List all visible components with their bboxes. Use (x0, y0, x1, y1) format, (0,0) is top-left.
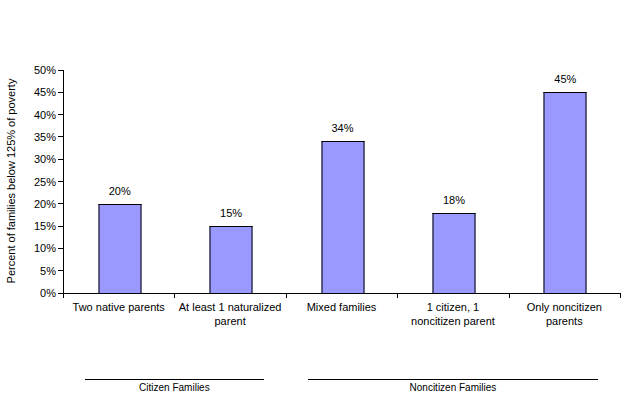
bars-container: 20% 15% 34% 18% 45% (64, 70, 621, 293)
bar-slot: 20% (64, 70, 175, 293)
bar-value-label: 15% (220, 207, 242, 219)
bar-5 (544, 92, 587, 293)
bar-value-label: 20% (109, 185, 131, 197)
group-bracket-line (308, 379, 598, 380)
plot-area: 0%5%10%15%20%25%30%35%40%45%50% 20%15%34… (63, 70, 621, 294)
bar-value-label: 45% (554, 73, 576, 85)
bar-value-label: 18% (443, 194, 465, 206)
group-label: Citizen Families (85, 382, 264, 393)
y-tick-label: 50% (8, 64, 56, 76)
bar-4 (432, 213, 475, 293)
y-tick-label: 45% (8, 86, 56, 98)
y-tick-label: 40% (8, 109, 56, 121)
y-tick-label: 5% (8, 265, 56, 277)
category-label: At least 1 naturalized parent (174, 300, 285, 328)
category-label: Two native parents (63, 300, 174, 328)
x-tick-mark (286, 293, 287, 298)
y-tick-label: 15% (8, 220, 56, 232)
x-tick-mark (397, 293, 398, 298)
x-tick-mark (174, 293, 175, 298)
bar-1 (98, 204, 141, 293)
x-tick-mark (63, 293, 64, 298)
bar-slot: 45% (510, 70, 621, 293)
bar-value-label: 34% (332, 122, 354, 134)
bar-slot: 34% (287, 70, 398, 293)
bar-slot: 15% (175, 70, 286, 293)
bar-chart: Percent of families below 125% of povert… (0, 0, 627, 402)
y-tick-label: 35% (8, 131, 56, 143)
group-bracket-line (85, 379, 264, 380)
x-axis-category-labels: Two native parentsAt least 1 naturalized… (63, 300, 620, 328)
category-label: 1 citizen, 1 noncitizen parent (397, 300, 508, 328)
group-label: Noncitizen Families (308, 382, 598, 393)
category-label: Mixed families (286, 300, 397, 328)
x-tick-mark (509, 293, 510, 298)
bar-slot: 18% (398, 70, 509, 293)
y-tick-label: 25% (8, 176, 56, 188)
x-tick-mark (620, 293, 621, 298)
bar-3 (321, 141, 364, 293)
category-label: Only noncitizen parents (509, 300, 620, 328)
y-tick-label: 30% (8, 153, 56, 165)
bar-2 (210, 226, 253, 293)
y-tick-label: 0% (8, 287, 56, 299)
y-tick-label: 10% (8, 242, 56, 254)
y-tick-label: 20% (8, 198, 56, 210)
